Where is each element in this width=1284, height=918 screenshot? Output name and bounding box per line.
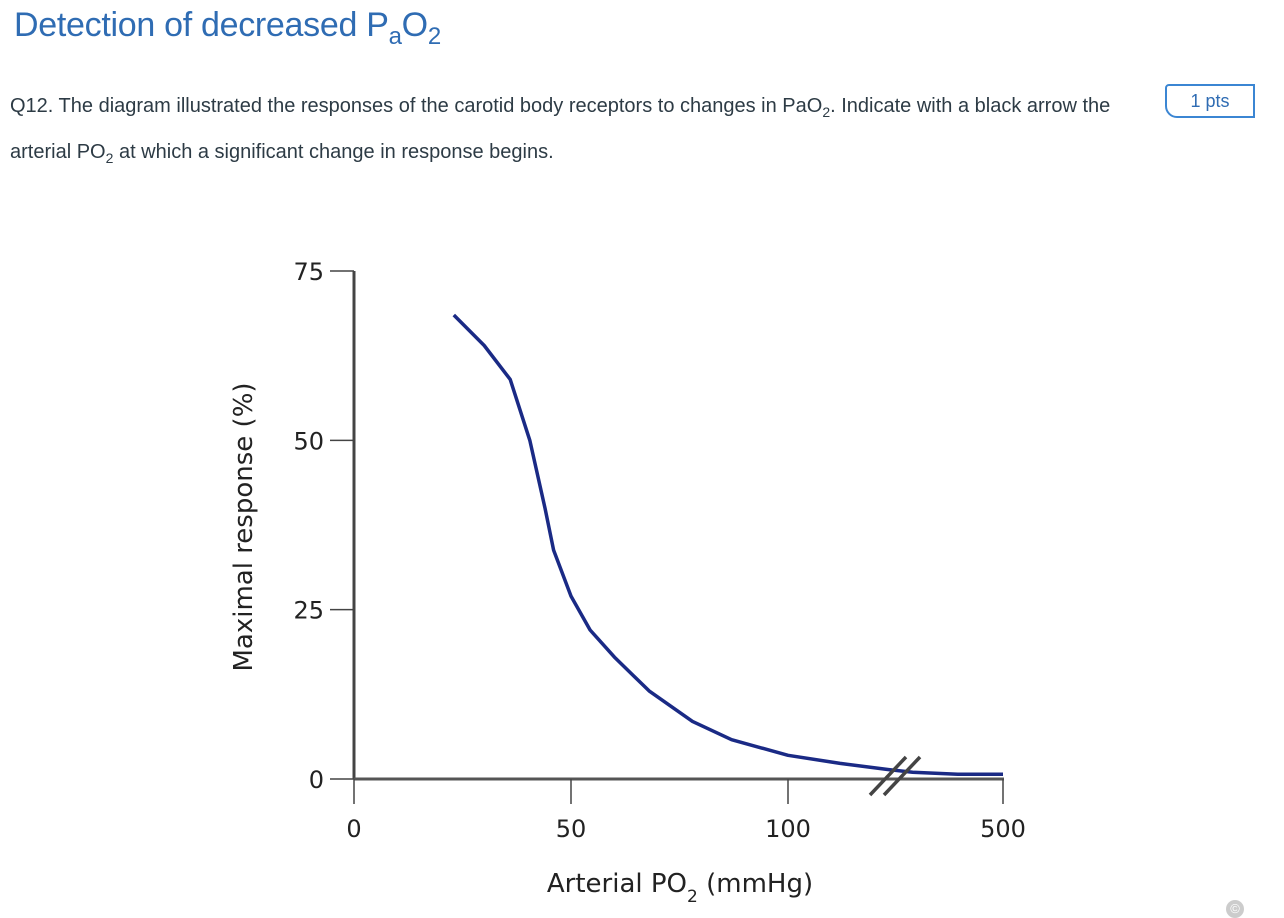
y-tick-label: 0: [309, 766, 324, 794]
x-tick-label: 0: [346, 815, 361, 843]
y-tick-label: 25: [293, 597, 324, 625]
x-tick-label: 500: [980, 815, 1026, 843]
page-title: Detection of decreased PaO2: [14, 6, 441, 50]
copyright-icon: ©: [1226, 900, 1244, 918]
x-tick-label: 50: [556, 815, 587, 843]
axis-break-mark: [882, 755, 922, 797]
y-tick-label: 50: [293, 427, 324, 455]
y-axis-label: Maximal response (%): [229, 382, 259, 671]
points-badge: 1 pts: [1165, 84, 1255, 118]
axis-break-mark: [868, 755, 908, 797]
x-tick-label: 100: [765, 815, 811, 843]
response-curve: [452, 313, 1003, 777]
y-tick-label: 75: [293, 258, 324, 286]
x-axis-label: Arterial PO2 (mmHg): [547, 869, 813, 907]
question-text: Q12. The diagram illustrated the respons…: [10, 95, 1111, 166]
